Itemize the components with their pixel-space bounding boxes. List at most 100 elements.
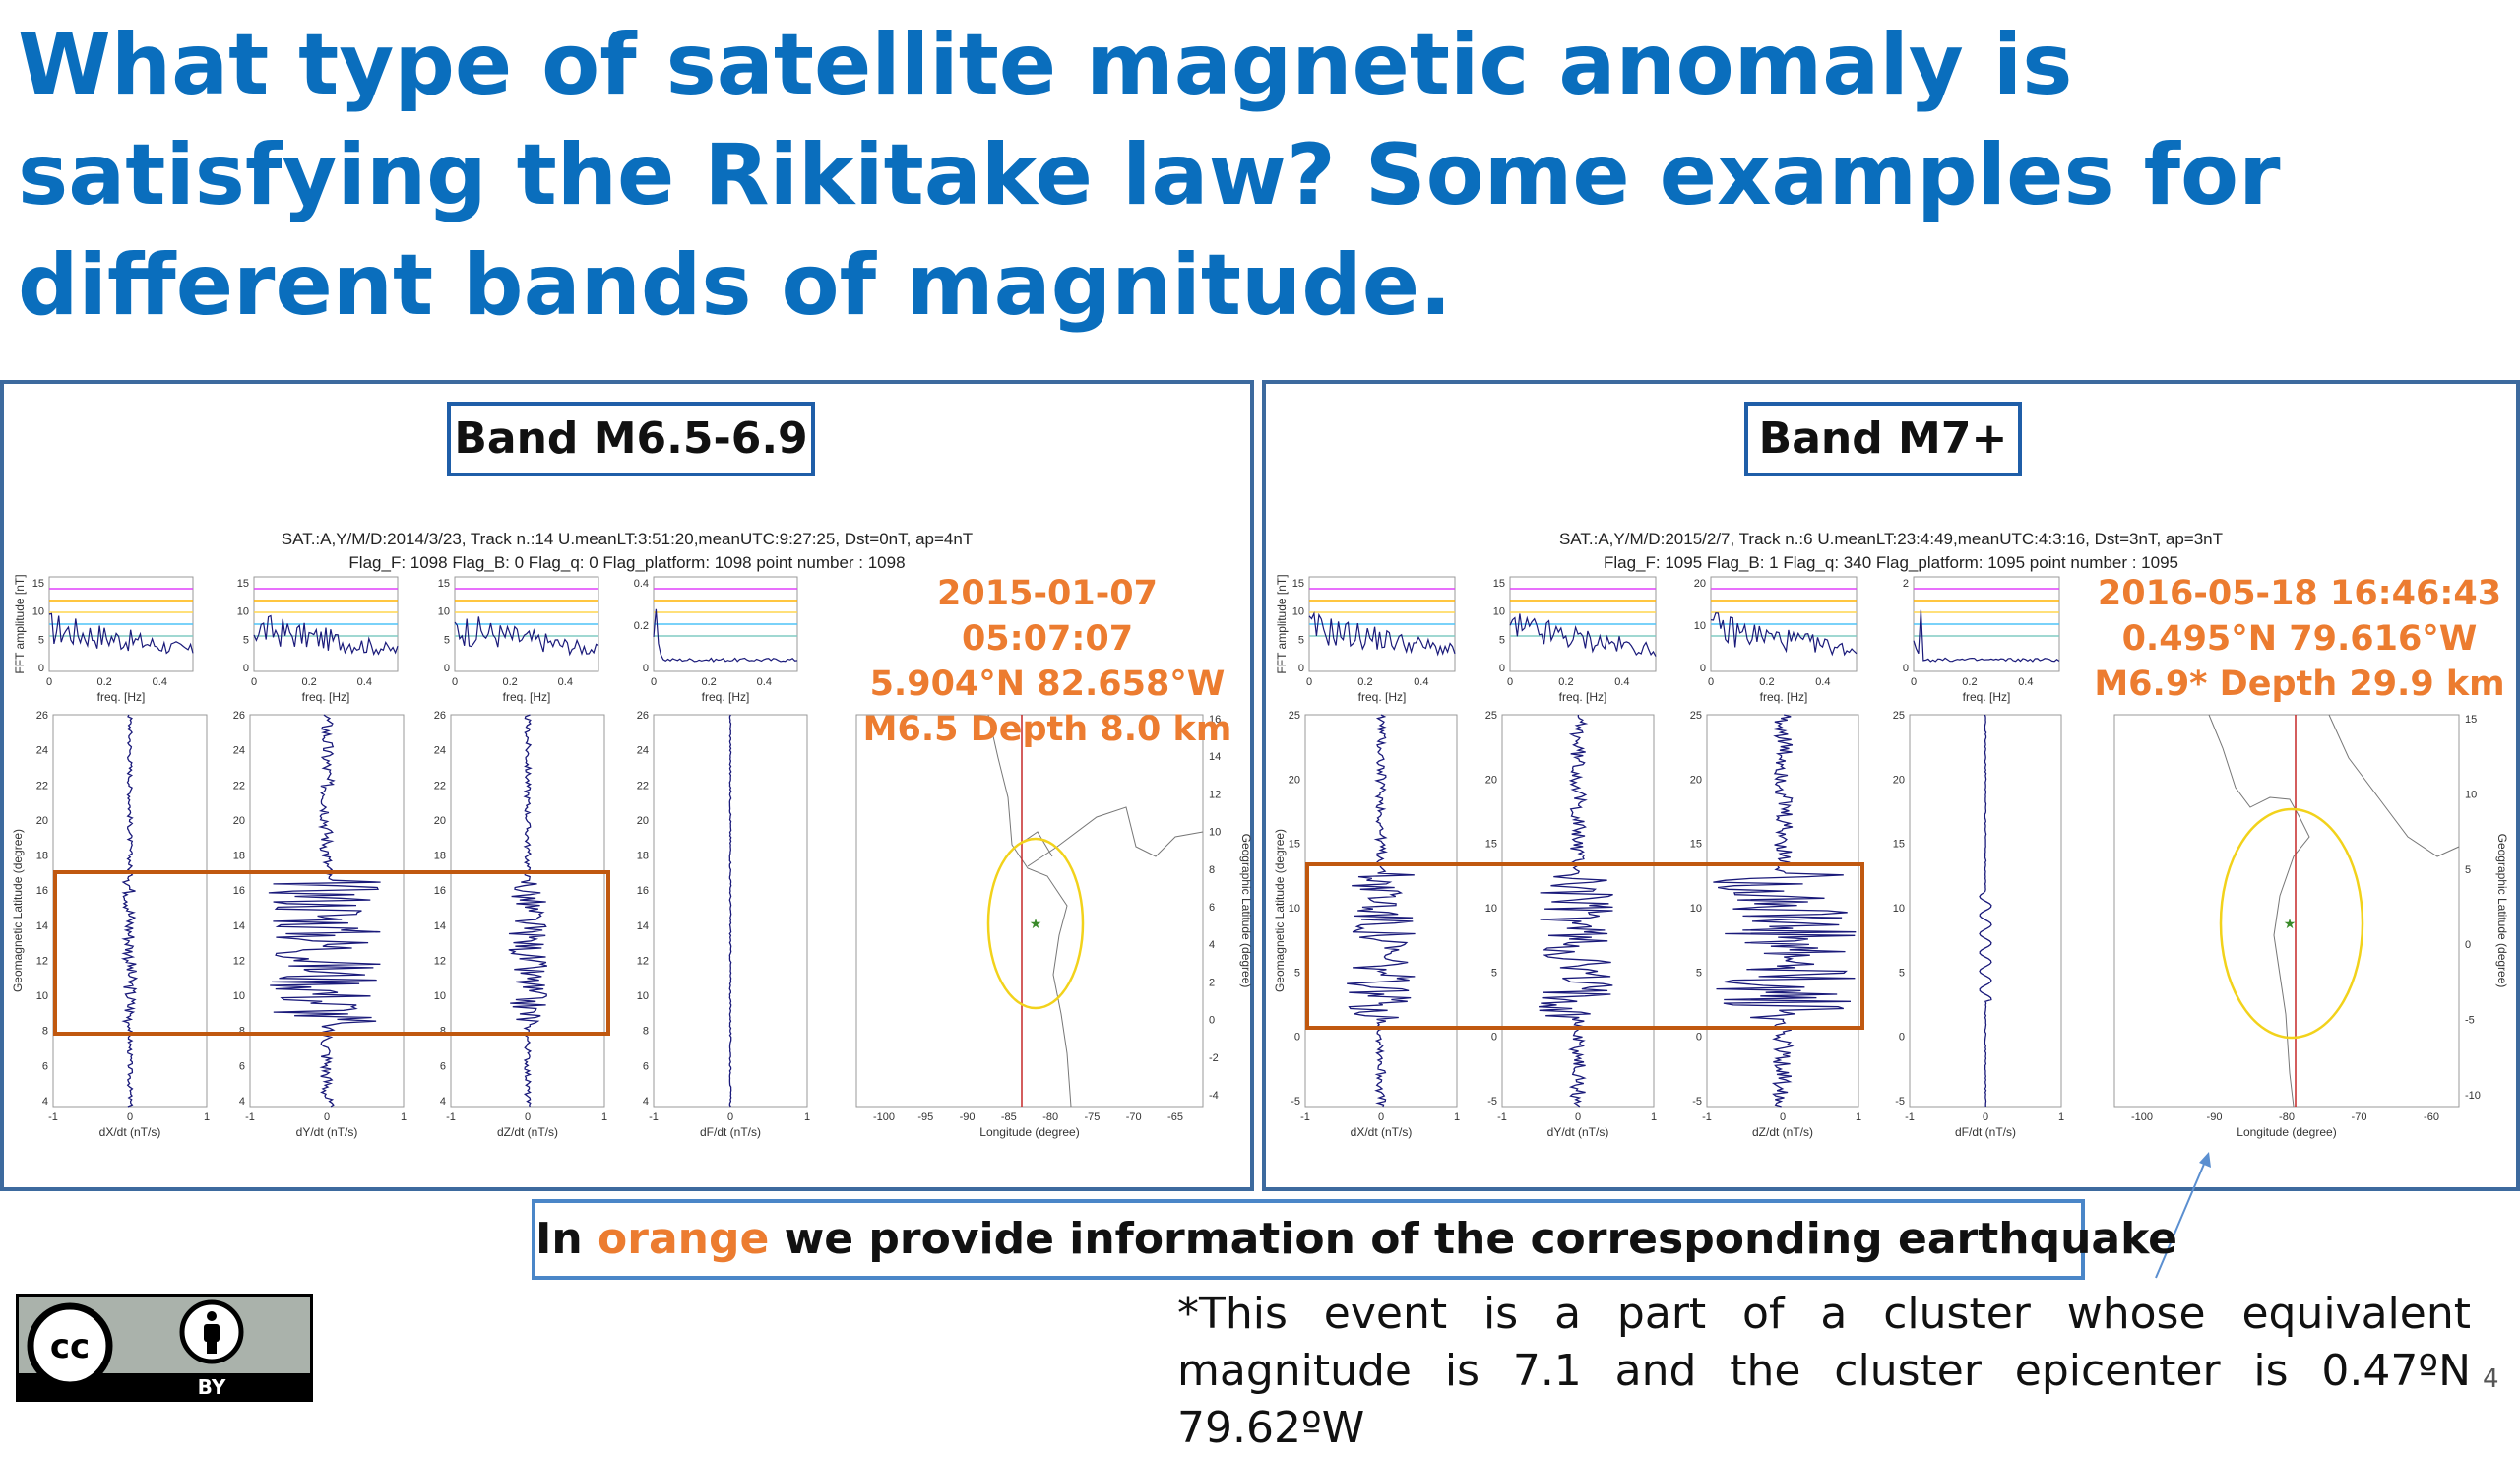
band-panel-m65-69: 0 0.2 0.4 freq. [Hz] 15 10 5 0 0 0.2 0.4 freq. [Hz]… (0, 380, 1254, 1191)
map-y-tick: 0 (1209, 1015, 1215, 1027)
map-y-tick: -4 (1209, 1090, 1219, 1102)
latitude-tick: 12 (36, 955, 48, 967)
latitude-axis-label: Geomagnetic Latitude (degree) (11, 829, 25, 992)
coastline (2208, 714, 2460, 1108)
fft-y-tick: 0 (643, 663, 649, 674)
latitude-tick: 5 (1491, 967, 1497, 979)
map-x-tick: -65 (1167, 1111, 1183, 1123)
map-x-label: Longitude (degree) (2236, 1125, 2336, 1139)
fft-y-tick: 0 (1700, 663, 1706, 674)
anomaly-highlight-box (53, 870, 610, 1036)
latitude-tick: 4 (239, 1096, 245, 1108)
latitude-tick: 20 (434, 815, 446, 827)
derivative-trace (508, 714, 548, 1108)
fft-y-tick: 0 (38, 663, 44, 674)
derivative-x-tick: 0 (1575, 1111, 1581, 1123)
latitude-tick: 20 (1690, 774, 1702, 786)
derivative-x-tick: 1 (1454, 1111, 1460, 1123)
latitude-tick: 20 (1485, 774, 1497, 786)
earthquake-location: 0.495°N 79.616°W (2121, 619, 2478, 659)
fft-y-tick: 5 (1499, 634, 1505, 646)
map-x-tick: -70 (1126, 1111, 1142, 1123)
fft-spectrum-line (253, 614, 399, 656)
latitude-tick: 0 (1491, 1032, 1497, 1044)
latitude-tick: 24 (36, 745, 48, 757)
latitude-tick: 24 (434, 745, 446, 757)
derivative-x-label: dF/dt (nT/s) (1955, 1125, 2016, 1139)
derivative-x-tick: 1 (1651, 1111, 1657, 1123)
latitude-tick: 25 (1893, 710, 1905, 722)
derivative-trace (1979, 714, 1992, 1107)
derivative-trace (268, 714, 381, 1108)
latitude-tick: 22 (434, 780, 446, 792)
latitude-tick: 16 (434, 885, 446, 897)
fft-y-tick: 10 (32, 606, 44, 618)
derivative-x-tick: -1 (48, 1111, 58, 1123)
latitude-tick: 25 (1289, 710, 1300, 722)
by-text: BY (198, 1375, 226, 1399)
fft-x-label: freq. [Hz] (1760, 690, 1808, 704)
fft-x-tick: 0 (1911, 676, 1917, 688)
latitude-tick: 6 (643, 1060, 649, 1072)
band-label: Band M6.5-6.9 (447, 402, 815, 476)
derivative-x-label: dX/dt (nT/s) (1351, 1125, 1413, 1139)
latitude-tick: 5 (1899, 967, 1905, 979)
derivative-x-tick: -1 (446, 1111, 456, 1123)
fft-y-tick: 10 (438, 606, 450, 618)
map-x-label: Longitude (degree) (979, 1125, 1079, 1139)
fft-x-tick: 0.4 (757, 676, 772, 688)
map-x-tick: -60 (2424, 1111, 2439, 1123)
fft-x-tick: 0.4 (357, 676, 372, 688)
derivative-x-tick: 1 (1856, 1111, 1861, 1123)
map-y-tick: -5 (2465, 1015, 2475, 1027)
latitude-tick: 10 (434, 990, 446, 1002)
satellite-track-header: SAT.:A,Y/M/D:2015/2/7, Track n.:6 U.mean… (1558, 530, 2224, 548)
map-y-label: Geographic Latitude (degree) (1239, 834, 1253, 988)
latitude-tick: 20 (637, 815, 649, 827)
derivative-x-tick: 0 (127, 1111, 133, 1123)
map-y-tick: 4 (1209, 939, 1215, 951)
latitude-tick: -5 (1291, 1096, 1300, 1108)
fft-x-tick: 0 (1507, 676, 1513, 688)
fft-spectrum-line (1509, 613, 1657, 657)
latitude-tick: 8 (440, 1026, 446, 1038)
derivative-x-tick: 0 (1378, 1111, 1384, 1123)
fft-x-tick: 0.2 (702, 676, 717, 688)
fft-x-tick: 0.2 (1962, 676, 1977, 688)
cc-by-license-badge[interactable]: cc BY (16, 1294, 313, 1402)
fft-x-label: freq. [Hz] (1559, 690, 1607, 704)
latitude-tick: 18 (36, 851, 48, 862)
fft-y-tick: 15 (1292, 578, 1304, 590)
earthquake-datetime: 2016-05-18 16:46:43 (2097, 574, 2502, 613)
latitude-tick: -5 (1487, 1096, 1497, 1108)
map-x-tick: -80 (2279, 1111, 2295, 1123)
fft-x-tick: 0 (1708, 676, 1714, 688)
derivative-x-tick: 1 (204, 1111, 210, 1123)
fft-x-tick: 0 (452, 676, 458, 688)
fft-y-tick: 0 (1298, 663, 1304, 674)
latitude-tick: 15 (1690, 839, 1702, 851)
map-x-tick: -95 (917, 1111, 933, 1123)
latitude-tick: 6 (239, 1060, 245, 1072)
latitude-tick: 25 (1690, 710, 1702, 722)
satellite-flag-header: Flag_F: 1095 Flag_B: 1 Flag_q: 340 Flag_… (1603, 553, 2179, 572)
caption-suffix: we provide information of the correspond… (769, 1214, 2178, 1264)
derivative-x-tick: 0 (727, 1111, 733, 1123)
fft-y-tick: 5 (38, 634, 44, 646)
caption-prefix: In (536, 1214, 598, 1264)
derivative-x-tick: -1 (1497, 1111, 1507, 1123)
fft-y-tick: 5 (243, 634, 249, 646)
caption-highlight: orange (598, 1214, 770, 1264)
derivative-x-tick: 0 (1983, 1111, 1988, 1123)
map-x-tick: -90 (960, 1111, 976, 1123)
latitude-tick: 10 (1893, 903, 1905, 915)
derivative-x-label: dY/dt (nT/s) (1547, 1125, 1609, 1139)
latitude-tick: 4 (42, 1096, 48, 1108)
latitude-tick: 25 (1485, 710, 1497, 722)
preparation-zone-ellipse (986, 837, 1085, 1010)
latitude-tick: 0 (1899, 1032, 1905, 1044)
slide-title: What type of satellite magnetic anomaly … (18, 16, 2281, 335)
fft-x-label: freq. [Hz] (1963, 690, 2011, 704)
latitude-tick: 22 (637, 780, 649, 792)
fft-x-label: freq. [Hz] (702, 690, 750, 704)
